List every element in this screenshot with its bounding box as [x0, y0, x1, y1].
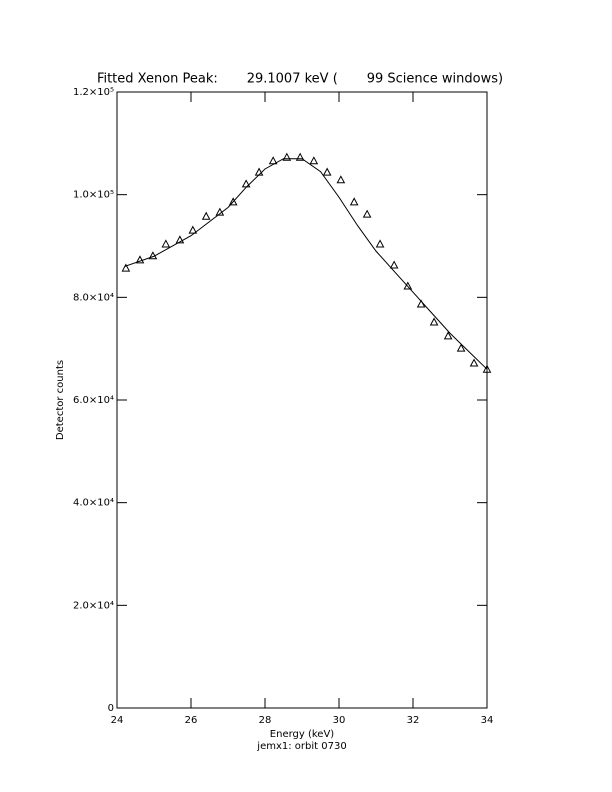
y-tick-label: 1.2×10⁵: [73, 87, 114, 98]
marker: [349, 197, 359, 206]
x-tick-label: 34: [481, 715, 494, 726]
y-axis-label: Detector counts: [55, 360, 66, 440]
fit-line: [124, 158, 488, 370]
chart-title: Fitted Xenon Peak: 29.1007 keV ( 99 Scie…: [97, 72, 503, 87]
marker: [268, 156, 278, 165]
marker: [201, 211, 211, 220]
x-tick-label: 26: [185, 715, 198, 726]
x-tick-label: 28: [259, 715, 272, 726]
marker: [309, 156, 319, 165]
marker: [135, 255, 145, 264]
y-tick-label: 8.0×10⁴: [73, 292, 114, 303]
marker: [362, 209, 372, 218]
marker: [175, 235, 185, 244]
y-tick-label: 4.0×10⁴: [73, 498, 114, 509]
x-tick-label: 32: [407, 715, 420, 726]
marker: [282, 152, 292, 161]
marker: [228, 197, 238, 206]
marker: [443, 331, 453, 340]
y-tick-label: 1.0×10⁵: [73, 190, 114, 201]
x-tick-label: 30: [333, 715, 346, 726]
marker: [188, 225, 198, 234]
marker: [429, 317, 439, 326]
x-axis-label: Energy (keV): [270, 729, 335, 740]
subtitle: jemx1: orbit 0730: [256, 741, 346, 752]
marker: [121, 263, 131, 272]
y-tick-label: 0: [108, 703, 114, 714]
marker: [295, 152, 305, 161]
marker: [389, 260, 399, 269]
x-tick-label: 24: [111, 715, 124, 726]
marker: [403, 281, 413, 290]
marker: [456, 343, 466, 352]
marker: [322, 167, 332, 176]
marker: [161, 239, 171, 248]
marker: [469, 358, 479, 367]
marker: [482, 364, 492, 373]
y-tick-label: 6.0×10⁴: [73, 395, 114, 406]
y-tick-label: 2.0×10⁴: [73, 600, 114, 611]
marker: [375, 239, 385, 248]
marker: [336, 175, 346, 184]
